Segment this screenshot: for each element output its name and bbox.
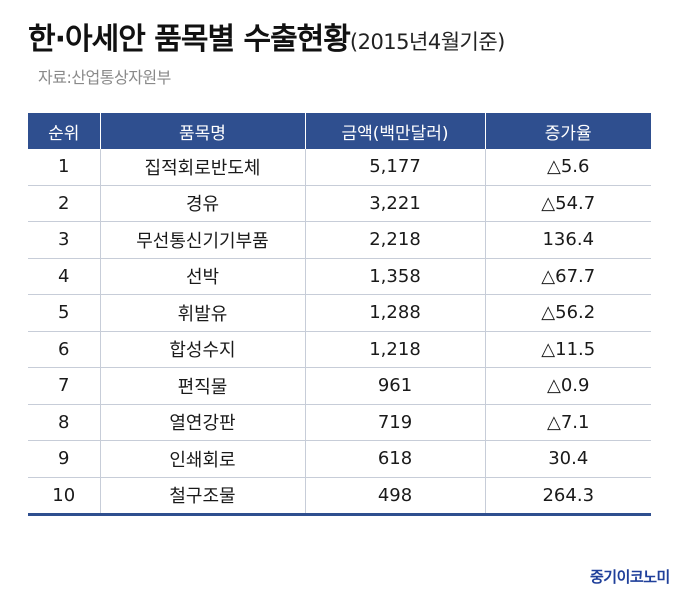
page-title: 한·아세안 품목별 수출현황(2015년4월기준) [28,14,505,58]
cell-rank: 4 [28,258,101,295]
cell-amount: 719 [305,404,486,441]
cell-rank: 2 [28,185,101,222]
cell-growth: 264.3 [485,477,651,516]
cell-item: 선박 [100,258,306,295]
cell-item: 무선통신기기부품 [100,221,306,259]
table-row: 9 인쇄회로 618 30.4 [28,440,651,478]
cell-amount: 1,218 [305,331,486,368]
table-row: 8 열연강판 719 △7.1 [28,404,651,441]
cell-amount: 1,358 [305,258,486,295]
cell-rank: 7 [28,367,101,405]
header-item: 품목명 [100,113,306,149]
cell-growth: 136.4 [485,221,651,259]
header-amount: 금액(백만달러) [305,113,486,149]
header-growth: 증가율 [485,113,651,149]
cell-amount: 498 [305,477,486,516]
table-row: 10 철구조물 498 264.3 [28,477,651,516]
cell-amount: 618 [305,440,486,478]
cell-item: 열연강판 [100,404,306,441]
cell-growth: △5.6 [485,149,651,186]
cell-item: 경유 [100,185,306,222]
header-rank: 순위 [28,113,101,149]
cell-growth: △56.2 [485,294,651,332]
cell-growth: △11.5 [485,331,651,368]
cell-rank: 3 [28,221,101,259]
table-row: 3 무선통신기기부품 2,218 136.4 [28,221,651,259]
table-row: 1 집적회로반도체 5,177 △5.6 [28,149,651,186]
cell-item: 휘발유 [100,294,306,332]
cell-rank: 9 [28,440,101,478]
cell-item: 편직물 [100,367,306,405]
table-row: 6 합성수지 1,218 △11.5 [28,331,651,368]
cell-rank: 5 [28,294,101,332]
cell-item: 합성수지 [100,331,306,368]
export-table: 순위 품목명 금액(백만달러) 증가율 1 집적회로반도체 5,177 △5.6… [28,113,651,516]
source-note: 자료:산업통상자원부 [38,68,171,87]
cell-amount: 2,218 [305,221,486,259]
cell-rank: 10 [28,477,101,516]
cell-item: 철구조물 [100,477,306,516]
cell-amount: 1,288 [305,294,486,332]
cell-item: 집적회로반도체 [100,149,306,186]
table-row: 4 선박 1,358 △67.7 [28,258,651,295]
cell-item: 인쇄회로 [100,440,306,478]
cell-growth: 30.4 [485,440,651,478]
title-date: (2015년4월기준) [349,30,505,54]
title-main: 한·아세안 품목별 수출현황 [28,22,351,57]
cell-growth: △7.1 [485,404,651,441]
cell-amount: 3,221 [305,185,486,222]
table-row: 7 편직물 961 △0.9 [28,367,651,405]
table-header-row: 순위 품목명 금액(백만달러) 증가율 [28,113,651,149]
cell-rank: 8 [28,404,101,441]
cell-growth: △54.7 [485,185,651,222]
cell-amount: 5,177 [305,149,486,186]
cell-rank: 1 [28,149,101,186]
cell-growth: △67.7 [485,258,651,295]
table-row: 5 휘발유 1,288 △56.2 [28,294,651,332]
table-row: 2 경유 3,221 △54.7 [28,185,651,222]
cell-growth: △0.9 [485,367,651,405]
cell-rank: 6 [28,331,101,368]
cell-amount: 961 [305,367,486,405]
publisher-logo: 중기이코노미 [590,568,670,586]
